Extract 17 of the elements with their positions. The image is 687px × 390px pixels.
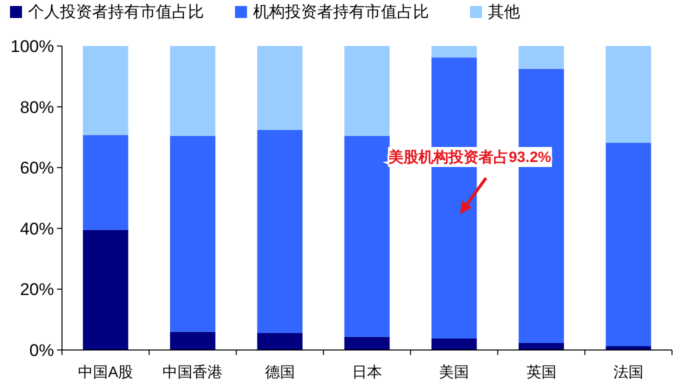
x-tick-label: 美国 (439, 364, 470, 381)
x-tick-label: 英国 (526, 364, 556, 381)
x-tick-label: 德国 (264, 364, 295, 381)
y-tick-label: 100% (10, 37, 54, 56)
annotation: 美股机构投资者占93.2% (388, 148, 552, 166)
legend-label: 机构投资者持有市值占比 (253, 3, 429, 21)
x-tick-label: 法国 (613, 364, 644, 381)
y-tick-label: 80% (20, 98, 54, 117)
legend-label: 个人投资者持有市值占比 (28, 3, 204, 21)
y-tick-label: 20% (20, 280, 54, 300)
y-tick-label: 60% (20, 158, 54, 178)
y-tick-label: 40% (20, 219, 54, 238)
x-tick-label: 日本 (352, 364, 382, 381)
legend-label: 其他 (488, 3, 520, 21)
x-tick-label: 中国A股 (78, 364, 134, 381)
y-tick-label: 0% (29, 341, 54, 360)
x-tick-label: 中国香港 (162, 364, 223, 381)
